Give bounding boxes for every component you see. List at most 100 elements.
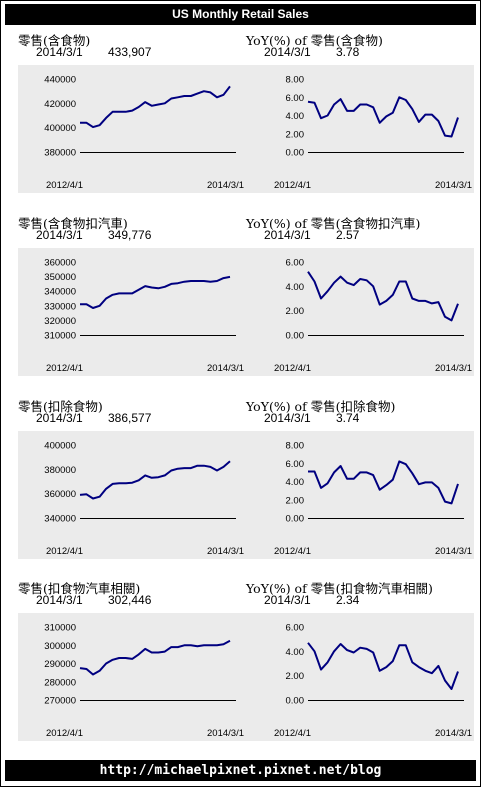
y-tick-label: 0.00: [286, 148, 305, 159]
panel-title: YoY(%) of 零售(扣除食物): [246, 399, 396, 414]
series-line: [307, 642, 459, 690]
y-tick-label: 300000: [44, 641, 76, 652]
line-chart: 6.00 4.00 2.00 0.00 2012/4/1 2014/3/1: [274, 258, 472, 375]
y-tick-label: 6.00: [286, 93, 305, 104]
y-tick-label: 340000: [44, 287, 76, 298]
line-chart: 8.00 6.00 4.00 2.00 0.00 2012/4/1 2014/3/1: [274, 75, 472, 192]
y-tick-label: 0.00: [286, 514, 305, 525]
panel-title: YoY(%) of 零售(含食物扣汽車): [246, 216, 421, 231]
panel-title: 零售(含食物): [18, 33, 91, 48]
plot-area: 6.00 4.00 2.00 0.00 2012/4/1 2014/3/1: [246, 613, 474, 741]
series-line: [308, 460, 459, 505]
x-start-label: 2012/4/1: [274, 546, 311, 557]
panel-retail-excl-food-auto: 零售(扣食物汽車相關) 2014/3/1 302,446 310000 30000…: [18, 576, 250, 759]
latest-date: 2014/3/1: [264, 228, 311, 242]
series-line: [79, 460, 231, 500]
latest-value: 433,907: [108, 45, 152, 59]
x-end-label: 2014/3/1: [207, 180, 244, 191]
y-tick-label: 4.00: [286, 647, 305, 658]
y-tick-label: 440000: [44, 75, 76, 86]
plot-area: 360000 350000 340000 330000 320000 310000 2012…: [18, 248, 246, 376]
y-tick-label: 360000: [44, 258, 76, 269]
latest-value: 2.34: [336, 593, 360, 607]
x-start-label: 2012/4/1: [46, 546, 83, 557]
y-tick-label: 6.00: [286, 258, 305, 269]
latest-date: 2014/3/1: [36, 45, 83, 59]
latest-value: 3.78: [336, 45, 360, 59]
page-title: US Monthly Retail Sales: [5, 4, 476, 25]
x-start-label: 2012/4/1: [46, 728, 83, 739]
panel-yoy-retail-incl-food: YoY(%) of 零售(含食物) 2014/3/1 3.78 8.00 6.00…: [246, 28, 478, 211]
latest-date: 2014/3/1: [264, 411, 311, 425]
y-tick-label: 280000: [44, 677, 76, 688]
y-tick-label: 0.00: [286, 696, 305, 707]
y-tick-label: 380000: [44, 148, 76, 159]
x-start-label: 2012/4/1: [46, 180, 83, 191]
x-start-label: 2012/4/1: [46, 363, 83, 374]
x-end-label: 2014/3/1: [435, 728, 472, 739]
panel-yoy-retail-excl-auto: YoY(%) of 零售(含食物扣汽車) 2014/3/1 2.57 6.00 4…: [246, 211, 478, 394]
y-tick-label: 290000: [44, 659, 76, 670]
series-line: [80, 275, 231, 309]
y-tick-label: 2.00: [286, 306, 305, 317]
latest-date: 2014/3/1: [36, 593, 83, 607]
y-tick-label: 4.00: [286, 111, 305, 122]
series-line: [79, 639, 231, 676]
y-tick-label: 4.00: [286, 282, 305, 293]
y-tick-label: 0.00: [286, 331, 305, 342]
series-line: [80, 85, 231, 129]
panel-yoy-retail-excl-food-auto: YoY(%) of 零售(扣食物汽車相關) 2014/3/1 2.34 6.00…: [246, 576, 478, 759]
y-tick-label: 8.00: [286, 441, 305, 452]
x-start-label: 2012/4/1: [274, 363, 311, 374]
series-line: [307, 271, 459, 322]
y-tick-label: 360000: [44, 489, 76, 500]
line-chart: 310000 300000 290000 280000 270000 2012/4/1 20…: [44, 623, 244, 740]
panel-retail-excl-food: 零售(扣除食物) 2014/3/1 386,577 400000 380000 36…: [18, 394, 250, 577]
series-line: [307, 96, 459, 138]
y-tick-label: 320000: [44, 316, 76, 327]
panel-title: 零售(扣除食物): [18, 399, 103, 414]
x-end-label: 2014/3/1: [207, 363, 244, 374]
y-tick-label: 420000: [44, 99, 76, 110]
y-tick-label: 6.00: [286, 459, 305, 470]
y-tick-label: 4.00: [286, 477, 305, 488]
x-end-label: 2014/3/1: [435, 363, 472, 374]
y-tick-label: 2.00: [286, 671, 305, 682]
panel-title: YoY(%) of 零售(含食物): [246, 33, 383, 48]
panel-title: 零售(扣食物汽車相關): [18, 581, 141, 596]
plot-area: 8.00 6.00 4.00 2.00 0.00 2012/4/1 2014/3/1: [246, 431, 474, 559]
y-tick-label: 8.00: [286, 75, 305, 86]
y-tick-label: 330000: [44, 301, 76, 312]
panel-title: 零售(含食物扣汽車): [18, 216, 128, 231]
y-tick-label: 6.00: [286, 623, 305, 634]
y-tick-label: 310000: [44, 331, 76, 342]
line-chart: 360000 350000 340000 330000 320000 310000 2012…: [44, 258, 244, 375]
latest-date: 2014/3/1: [36, 228, 83, 242]
line-chart: 400000 380000 360000 340000 2012/4/1 2014/3/1: [44, 441, 244, 558]
panel-retail-incl-food: 零售(含食物) 2014/3/1 433,907 440000 420000 400…: [18, 28, 250, 211]
y-tick-label: 2.00: [286, 129, 305, 140]
plot-area: 8.00 6.00 4.00 2.00 0.00 2012/4/1 2014/3/1: [246, 65, 474, 193]
y-tick-label: 400000: [44, 441, 76, 452]
latest-date: 2014/3/1: [264, 45, 311, 59]
x-end-label: 2014/3/1: [207, 728, 244, 739]
latest-value: 386,577: [108, 411, 152, 425]
x-end-label: 2014/3/1: [207, 546, 244, 557]
latest-value: 3.74: [336, 411, 360, 425]
line-chart: 6.00 4.00 2.00 0.00 2012/4/1 2014/3/1: [274, 623, 472, 740]
latest-date: 2014/3/1: [36, 411, 83, 425]
panel-yoy-retail-excl-food: YoY(%) of 零售(扣除食物) 2014/3/1 3.74 8.00 6.0…: [246, 394, 478, 577]
latest-value: 349,776: [108, 228, 152, 242]
y-tick-label: 310000: [44, 623, 76, 634]
latest-value: 302,446: [108, 593, 152, 607]
panel-retail-excl-auto: 零售(含食物扣汽車) 2014/3/1 349,776 360000 350000…: [18, 211, 250, 394]
blog-url-link[interactable]: http://michaelpixnet.pixnet.net/blog: [5, 760, 476, 781]
panel-title: YoY(%) of 零售(扣食物汽車相關): [246, 581, 433, 596]
line-chart: 8.00 6.00 4.00 2.00 0.00 2012/4/1 2014/3/1: [274, 441, 472, 558]
y-tick-label: 270000: [44, 696, 76, 707]
x-start-label: 2012/4/1: [274, 728, 311, 739]
plot-area: 6.00 4.00 2.00 0.00 2012/4/1 2014/3/1: [246, 248, 474, 376]
line-chart: 440000 420000 400000 380000 2012/4/1 2014/3/1: [44, 75, 244, 192]
plot-area: 310000 300000 290000 280000 270000 2012/4/1 20…: [18, 613, 246, 741]
y-tick-label: 340000: [44, 514, 76, 525]
